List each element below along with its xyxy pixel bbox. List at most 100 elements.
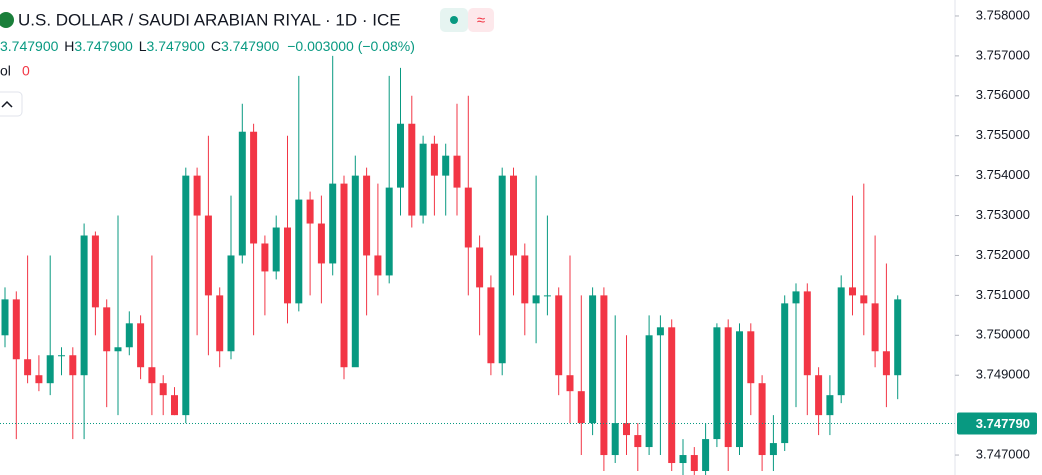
symbol-icon xyxy=(0,12,14,28)
legend-high: 3.747900 xyxy=(74,38,133,54)
y-tick-label: 3.753000 xyxy=(976,207,1030,222)
candle-body xyxy=(724,327,732,448)
candle-body xyxy=(24,359,32,376)
candle-body xyxy=(125,323,133,348)
candle-body xyxy=(803,291,811,376)
candle-body xyxy=(148,367,156,384)
candle-body xyxy=(419,143,427,216)
candle-body xyxy=(543,295,551,297)
candle-body xyxy=(668,327,676,464)
candle-body xyxy=(860,295,868,304)
candle-body xyxy=(182,175,190,416)
candle-body xyxy=(453,155,461,188)
candle-body xyxy=(295,199,303,304)
candle-body xyxy=(171,395,178,416)
status-dot xyxy=(450,16,458,24)
candle-body xyxy=(340,183,348,368)
candle-body xyxy=(849,287,856,296)
candle-body xyxy=(46,355,54,384)
candle-body xyxy=(408,123,416,216)
candle-body xyxy=(306,199,314,224)
candle-body xyxy=(769,443,777,456)
candle-body xyxy=(894,299,902,376)
candle-body xyxy=(521,255,529,304)
candle-body xyxy=(656,327,664,336)
candle-body xyxy=(58,355,65,357)
candle-body xyxy=(261,243,269,272)
candle-body xyxy=(351,175,359,368)
candle-body xyxy=(238,131,246,256)
volume-legend-label: ol xyxy=(0,63,11,79)
candle-body xyxy=(284,227,291,304)
candle-body xyxy=(498,175,506,364)
candle-body xyxy=(329,183,337,264)
y-tick-label: 3.751000 xyxy=(976,287,1030,302)
candle-body xyxy=(645,335,653,448)
legend-close: 3.747900 xyxy=(221,38,280,54)
candle-body xyxy=(758,383,766,456)
legend-change: −0.003000 (−0.08%) xyxy=(287,38,415,54)
candle-body xyxy=(476,247,484,288)
candle-body xyxy=(679,455,687,464)
candle-body xyxy=(114,347,122,352)
candle-body xyxy=(871,303,879,352)
candle-body xyxy=(611,423,619,456)
legend-low: 3.747900 xyxy=(147,38,206,54)
volume-legend-value: 0 xyxy=(22,63,30,79)
y-tick-label: 3.749000 xyxy=(976,367,1030,382)
price-axis: 3.758000 3.757000 3.756000 3.755000 3.754000… xyxy=(955,7,1037,461)
candle-body xyxy=(815,375,823,416)
candle-body xyxy=(397,123,404,188)
candle-body xyxy=(216,295,224,352)
candle-body xyxy=(555,295,563,376)
candle-body xyxy=(747,331,755,384)
candle-body xyxy=(80,235,88,376)
candle-body xyxy=(35,375,43,384)
candle-body xyxy=(363,175,371,256)
candle-body xyxy=(577,391,585,424)
candle-body xyxy=(882,351,890,376)
collapse-icon xyxy=(1,100,13,108)
legend-close-label: C xyxy=(211,38,221,54)
y-tick-label: 3.750000 xyxy=(976,327,1030,342)
candle-body xyxy=(250,131,258,244)
y-tick-label: 3.755000 xyxy=(976,127,1030,142)
candle-body xyxy=(227,255,235,352)
candle-body xyxy=(589,295,597,424)
candle-body xyxy=(442,155,450,176)
legend-open: 3.747900 xyxy=(0,38,59,54)
candle-body xyxy=(566,375,574,392)
candle-body xyxy=(272,227,280,272)
candle-body xyxy=(159,383,167,396)
candle-body xyxy=(193,175,201,216)
candle-body xyxy=(510,175,517,256)
legend-high-label: H xyxy=(64,38,74,54)
session-icon: ≈ xyxy=(477,12,485,29)
y-tick-label: 3.756000 xyxy=(976,87,1030,102)
candle-body xyxy=(137,323,145,368)
candle-body xyxy=(837,287,845,396)
candle-body xyxy=(1,299,9,336)
candle-body xyxy=(385,187,393,276)
y-tick-label: 3.752000 xyxy=(976,247,1030,262)
candle-body xyxy=(204,215,212,296)
candle-body xyxy=(69,355,77,376)
candle-body xyxy=(430,143,438,176)
y-tick-label: 3.757000 xyxy=(976,47,1030,62)
legend-low-label: L xyxy=(139,38,147,54)
y-tick-label: 3.747000 xyxy=(976,446,1030,461)
candle-body xyxy=(690,455,698,472)
plot-area xyxy=(0,55,955,475)
candle-body xyxy=(487,287,495,364)
session-button[interactable] xyxy=(468,8,494,32)
ohlc-legend: 3.747900 H3.747900 L3.747900 C3.747900 −… xyxy=(0,38,415,54)
candle-body xyxy=(600,295,608,456)
candle-body xyxy=(12,299,20,360)
candle-body xyxy=(736,331,743,448)
current-price-box xyxy=(957,412,1037,435)
collapse-button[interactable] xyxy=(0,91,23,117)
candle-body xyxy=(781,303,789,444)
candle-body xyxy=(826,395,834,416)
candle-body xyxy=(103,307,111,352)
